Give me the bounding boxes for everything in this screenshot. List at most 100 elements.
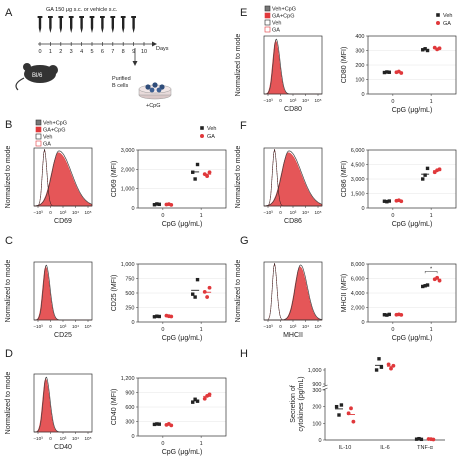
veh-point xyxy=(421,284,425,289)
purified-line-2: B cells xyxy=(112,83,128,89)
ga-point xyxy=(205,295,210,299)
y-tick-label: 0 xyxy=(361,320,364,326)
veh-point xyxy=(387,70,391,74)
dotplot-ylabel: CD25 (MFI) xyxy=(111,275,118,312)
histogram-tick-label: 10⁴ xyxy=(302,324,309,329)
day-tick-label: 4 xyxy=(80,49,83,55)
histogram-ylabel: Normalized to mode xyxy=(235,260,242,323)
y-tick-label: 8,000 xyxy=(351,262,365,268)
y-tick-label: 4,500 xyxy=(351,163,365,169)
days-label: Days xyxy=(156,46,169,52)
y-tick-label: 1,000 xyxy=(308,368,322,374)
y-tick-label: 0 xyxy=(131,206,134,212)
y-tick-label: 500 xyxy=(125,291,134,297)
syringe-plunger-icon xyxy=(48,16,53,18)
day-tick-label: 5 xyxy=(90,49,93,55)
ga-point xyxy=(207,285,212,290)
y-tick-label: 300 xyxy=(125,420,134,426)
ga-point xyxy=(207,392,212,397)
y-tick-label: 750 xyxy=(125,277,134,283)
veh-point xyxy=(377,357,381,361)
dotplot-ylabel: CD69 (MFI) xyxy=(111,161,118,198)
legend-swatch xyxy=(264,12,271,19)
purified-label: Purified B cells xyxy=(112,76,132,89)
veh-point xyxy=(385,70,389,74)
veh-point xyxy=(425,283,430,287)
histogram-tick-label: 0 xyxy=(279,98,282,103)
dotplot-xlabel: CpG (μg/mL) xyxy=(392,221,433,228)
ga-point xyxy=(437,278,442,283)
histogram-tick-label: 10³ xyxy=(290,210,297,215)
syringe-plunger-icon xyxy=(100,16,105,18)
histogram-tick-label: 10⁴ xyxy=(72,436,79,441)
syringe-icon xyxy=(59,18,62,28)
ga-point xyxy=(399,71,404,75)
y-tick-label: 600 xyxy=(125,405,134,411)
histogram-ylabel: Normalized to mode xyxy=(5,372,12,435)
histogram-ylabel: Normalized to mode xyxy=(5,260,12,323)
histogram-tick-label: 10³ xyxy=(290,324,297,329)
histogram-tick-label: 10⁵ xyxy=(84,436,91,441)
veh-point xyxy=(387,199,391,203)
veh-point xyxy=(385,313,389,317)
panel-letter-e: E xyxy=(240,7,247,19)
veh-point xyxy=(414,437,419,441)
syringe-needle-icon xyxy=(49,28,52,33)
syringe-icon xyxy=(38,18,42,28)
x-tick-label: IL-6 xyxy=(380,445,389,451)
plot-frame xyxy=(367,149,457,209)
mouse-icon: Bl/6 xyxy=(15,63,58,91)
histogram-xlabel: CD86 xyxy=(284,218,302,225)
histogram-tick-label: −10³ xyxy=(33,436,43,441)
day-tick-label: 8 xyxy=(122,49,125,55)
day-ticks: 0 1 2 3 4 5 6 7 8 9 10 xyxy=(38,42,147,55)
mouse-label: Bl/6 xyxy=(32,73,43,79)
significance-bracket xyxy=(424,271,438,274)
veh-point xyxy=(374,368,379,372)
dotplot-ylabel: CD86 (MFI) xyxy=(341,161,348,198)
histogram-tick-label: 0 xyxy=(49,436,52,441)
legend-label: Veh xyxy=(272,21,281,27)
ga-point xyxy=(351,419,356,424)
syringe-needle-icon xyxy=(90,28,94,33)
panel-letter-b: B xyxy=(5,119,12,131)
x-tick-label: 1 xyxy=(430,327,433,333)
cpg-label: +CpG xyxy=(146,103,161,109)
syringe-icons xyxy=(37,16,136,33)
histogram-tick-label: −10³ xyxy=(263,210,273,215)
histogram-ylabel: Normalized to mode xyxy=(235,34,242,97)
histogram-xlabel: MHCII xyxy=(283,332,303,339)
veh-point xyxy=(155,202,159,206)
legend-label: GA xyxy=(443,21,451,27)
histogram-tick-label: −10³ xyxy=(263,324,273,329)
veh-point xyxy=(157,422,161,426)
legend-label: GA+CpG xyxy=(272,14,294,20)
culture-dish-icon xyxy=(138,82,172,100)
veh-point xyxy=(425,48,430,53)
histogram-tick-label: 10⁴ xyxy=(72,324,79,329)
veh-point xyxy=(195,277,200,282)
ga-point xyxy=(399,199,404,204)
y-tick-label: 3,000 xyxy=(351,177,365,183)
syringe-icon xyxy=(122,18,125,28)
veh-point xyxy=(425,166,430,171)
histogram-cd40: Normalized to mode −10³ 0 10³ 10⁴ 10⁵ CD40 xyxy=(5,372,93,451)
veh-point xyxy=(387,312,391,317)
veh-point xyxy=(417,436,421,441)
y-tick-label: 900 xyxy=(125,391,134,397)
legend-label: GA xyxy=(207,134,215,140)
dotplot-xlabel: CpG (μg/mL) xyxy=(162,221,203,228)
ga-point xyxy=(437,167,442,172)
histogram-ga-cpg xyxy=(264,266,323,321)
dotplot-c: 0 250 500 750 1,000 0 1 CD25 (MFI) CpG (μg/mL) xyxy=(111,262,227,342)
y-tick-label: 1,200 xyxy=(121,376,135,382)
x-tick-label: TNF-α xyxy=(417,445,434,451)
panel-letter-d: D xyxy=(5,348,13,360)
x-tick-label: 1 xyxy=(430,99,433,105)
y-tick-label: 1,000 xyxy=(121,187,135,193)
histogram-tick-label: 10³ xyxy=(60,436,67,441)
legend-swatch xyxy=(264,19,271,26)
syringe-needle-icon xyxy=(101,28,104,33)
